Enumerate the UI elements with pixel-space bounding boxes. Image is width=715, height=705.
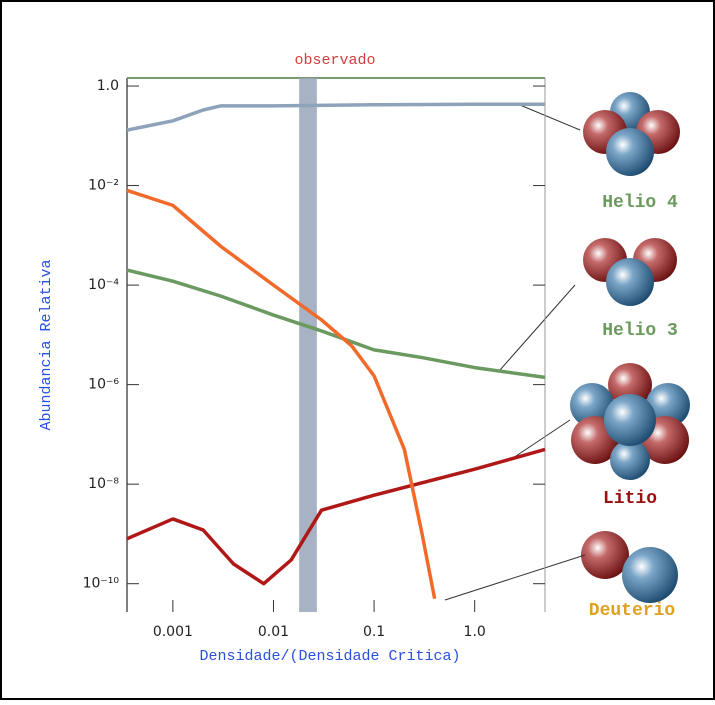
connectors xyxy=(444,104,586,601)
annotation: observado xyxy=(294,52,375,69)
atom-deuterio xyxy=(581,531,678,603)
atom-litio xyxy=(570,363,690,480)
y-tick-label: 10⁻¹⁰ xyxy=(83,576,120,592)
series-line xyxy=(126,447,546,586)
y-tick-label: 10⁻² xyxy=(88,178,119,194)
y-tick-label: 10⁻⁴ xyxy=(88,277,119,293)
y-tick-label: 10⁻⁶ xyxy=(88,377,119,393)
atom-helio-4 xyxy=(583,92,680,176)
y-axis-label: Abundancia Relativa xyxy=(38,259,55,430)
x-tick-label: 1.0 xyxy=(464,624,486,640)
atom-helio-3 xyxy=(583,238,677,306)
y-tick-label: 1.0 xyxy=(97,78,119,94)
legend-label: Helio 3 xyxy=(602,321,678,341)
x-tick-label: 0.001 xyxy=(153,624,193,640)
legend-label: Litio xyxy=(603,489,657,509)
series-line xyxy=(126,268,546,380)
x-tick-label: 0.1 xyxy=(363,624,385,640)
legend-label: Deuterio xyxy=(589,601,675,621)
x-axis-label: Densidade/(Densidade Critica) xyxy=(199,648,460,665)
legend-label: Helio 4 xyxy=(602,193,678,213)
observed-band xyxy=(299,78,317,612)
x-tick-label: 0.01 xyxy=(258,624,289,640)
y-tick-label: 10⁻⁸ xyxy=(88,476,119,492)
series-line xyxy=(126,188,437,600)
series-line xyxy=(126,102,545,132)
